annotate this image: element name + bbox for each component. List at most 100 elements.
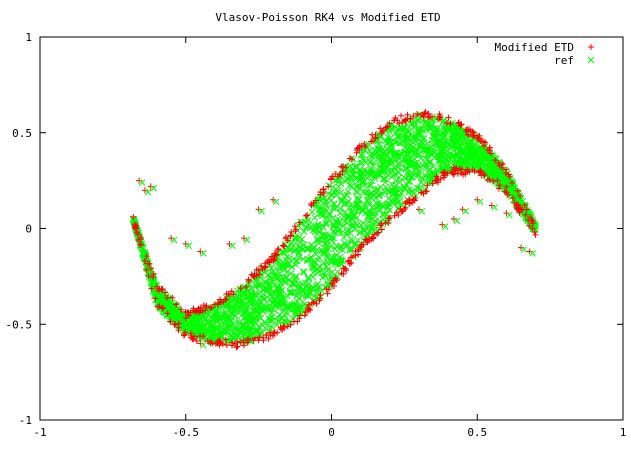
modified-etd-point [352, 248, 359, 255]
modified-etd-point [440, 169, 447, 176]
modified-etd-point [195, 305, 202, 312]
ref-point [339, 257, 347, 265]
ref-point [381, 175, 389, 183]
modified-etd-point [355, 251, 362, 258]
ref-point [387, 138, 394, 145]
ref-point [481, 151, 488, 159]
ref-point [385, 195, 393, 202]
modified-etd-point [386, 120, 393, 127]
ref-point [338, 197, 346, 205]
ref-point [327, 235, 335, 242]
ref-point [394, 152, 402, 160]
ref-point [273, 272, 280, 280]
modified-etd-point [245, 276, 252, 283]
ref-point [247, 317, 255, 324]
ref-point [371, 146, 378, 154]
ref-point [280, 300, 288, 308]
ref-point [391, 185, 399, 193]
ref-point [475, 154, 483, 162]
ref-point [310, 264, 318, 272]
ref-point [268, 291, 276, 299]
ref-point [484, 169, 492, 176]
modified-etd-point [149, 274, 156, 281]
ref-point [328, 268, 336, 276]
ref-point [392, 193, 400, 200]
modified-etd-point [233, 344, 240, 351]
modified-etd-point [287, 321, 294, 328]
ref-point [434, 150, 442, 158]
ref-point [281, 298, 288, 306]
ref-point [148, 279, 156, 287]
ref-point [348, 207, 355, 215]
ref-point [491, 204, 499, 211]
modified-etd-point [175, 320, 182, 327]
ref-point [310, 243, 318, 251]
ref-point [417, 179, 425, 186]
ref-point [348, 235, 355, 243]
ref-point [372, 200, 380, 207]
ref-point [404, 178, 412, 186]
modified-etd-point [474, 196, 481, 203]
modified-etd-point [325, 183, 332, 190]
ref-point [484, 158, 492, 166]
ref-point [355, 204, 362, 212]
ref-point [256, 280, 264, 288]
modified-etd-point [241, 235, 248, 242]
ref-point [451, 151, 458, 159]
ref-point [386, 200, 393, 208]
ref-point [433, 134, 440, 141]
ref-point [403, 154, 410, 161]
ref-point [392, 130, 399, 138]
ref-point [234, 300, 242, 308]
x-tick-label: 1 [620, 426, 627, 439]
ref-point [412, 164, 420, 172]
ref-point [424, 152, 432, 159]
ref-point [418, 207, 426, 215]
modified-etd-point [229, 342, 236, 349]
modified-etd-point [437, 114, 444, 121]
modified-etd-point [429, 180, 436, 187]
ref-point [352, 175, 360, 182]
modified-etd-point [529, 217, 536, 224]
ref-point [364, 170, 372, 178]
modified-etd-point [470, 132, 477, 139]
ref-point [252, 327, 260, 334]
ref-point [369, 162, 377, 170]
ref-point [417, 139, 425, 146]
ref-point [305, 274, 313, 282]
ref-point [347, 220, 355, 228]
ref-point [508, 190, 516, 198]
ref-point [418, 124, 426, 132]
modified-etd-point [181, 331, 188, 338]
modified-etd-point [449, 169, 456, 176]
ref-point [313, 202, 321, 209]
modified-etd-point [271, 329, 278, 336]
ref-point [346, 229, 354, 237]
ref-point [415, 161, 422, 169]
ref-point [319, 211, 327, 219]
ref-point [202, 315, 209, 322]
modified-etd-point [270, 196, 277, 203]
ref-point [321, 248, 329, 256]
ref-point [292, 261, 300, 268]
ref-point [409, 134, 417, 141]
ref-point [272, 198, 280, 206]
ref-point [299, 255, 307, 263]
modified-etd-point [136, 241, 143, 248]
x-tick-label: 0.5 [467, 426, 487, 439]
modified-etd-point [424, 182, 431, 189]
ref-point [361, 182, 368, 189]
ref-point [343, 200, 351, 207]
ref-point [357, 172, 365, 180]
modified-etd-point [187, 334, 194, 341]
ref-point [355, 184, 363, 192]
ref-point [242, 307, 250, 315]
ref-point [461, 159, 468, 167]
ref-point [409, 157, 417, 164]
modified-etd-point [159, 304, 166, 311]
modified-etd-point [471, 168, 478, 175]
modified-etd-point [510, 195, 517, 202]
ref-point [257, 298, 265, 306]
ref-point [238, 328, 245, 336]
modified-etd-point [175, 327, 182, 334]
